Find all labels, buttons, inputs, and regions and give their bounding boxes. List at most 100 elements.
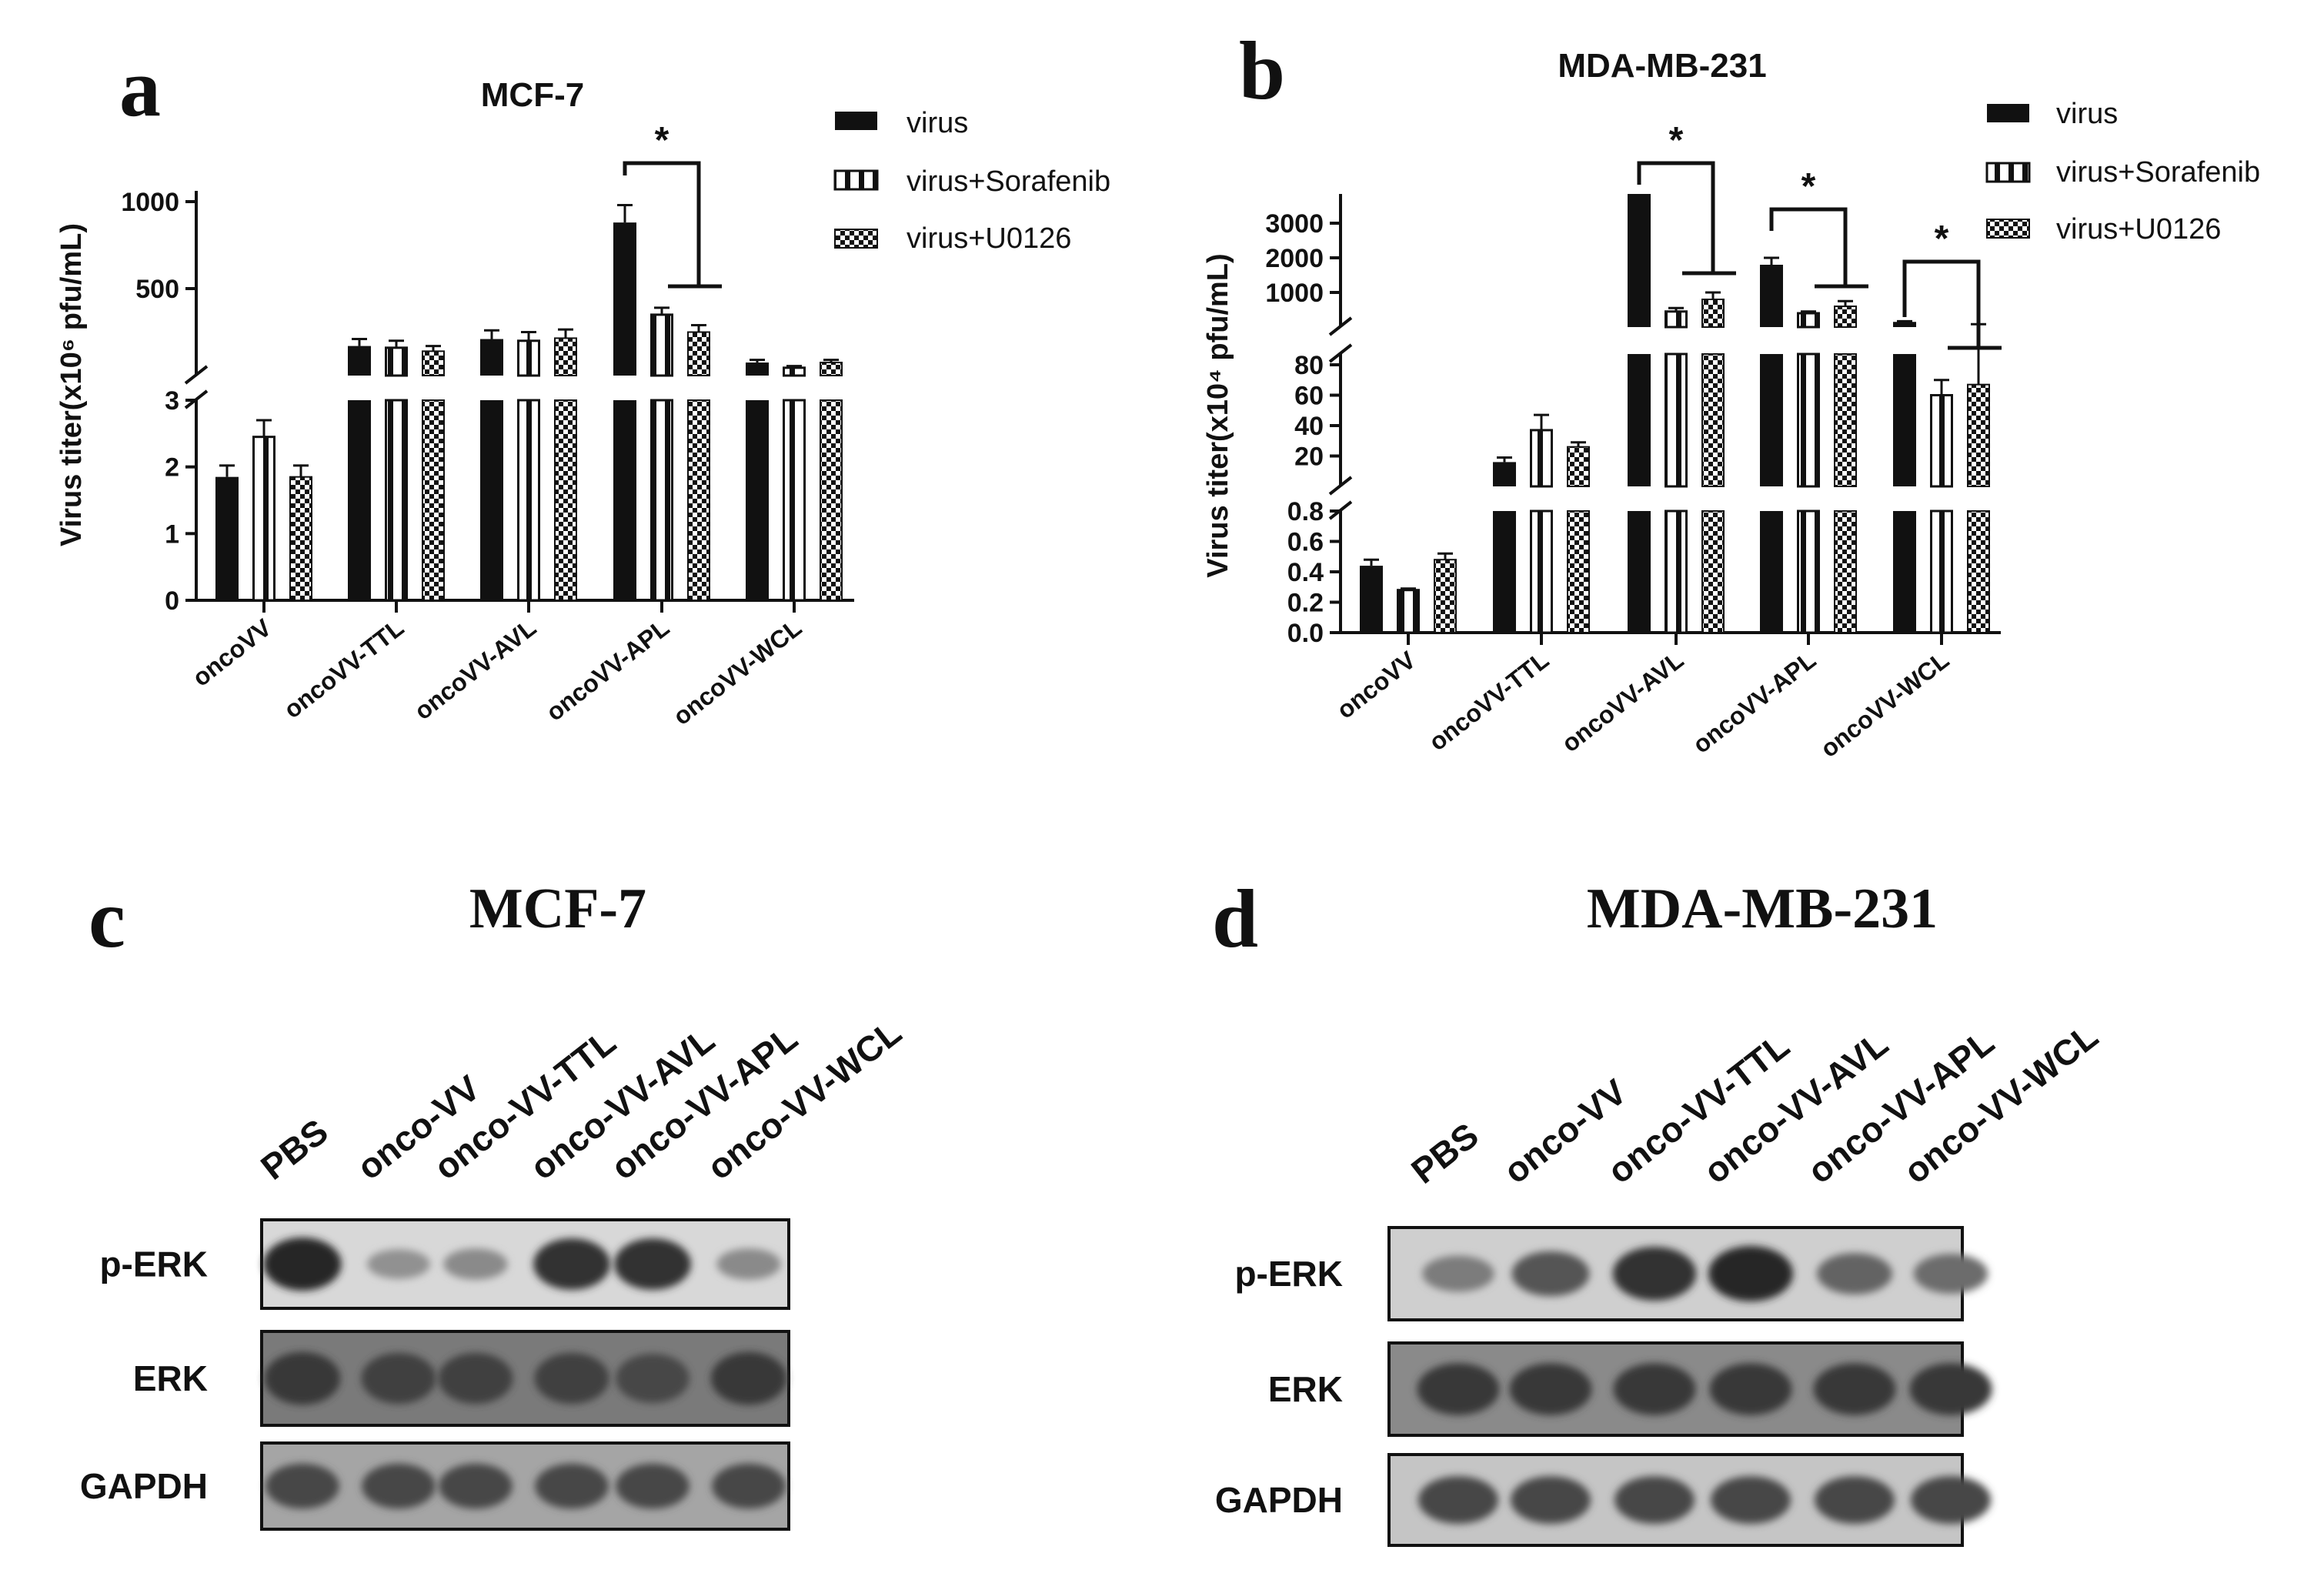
x-tick-label: oncoVV-APL [1688, 646, 1821, 759]
bar [480, 400, 503, 600]
bar [1930, 509, 1953, 634]
bar [1760, 265, 1783, 327]
legend-b-u0126: virus+U0126 [2056, 213, 2221, 246]
chart-a-title: MCF-7 [481, 76, 584, 114]
blot-band [438, 1352, 513, 1405]
bar [783, 366, 806, 377]
x-tick-label: oncoVV-TTL [1424, 646, 1554, 756]
bar [480, 339, 503, 376]
protein-label: p-ERK [1234, 1254, 1343, 1294]
legend-a: virus virus+Sorafenib virus+U0126 [833, 107, 1110, 255]
bar [422, 350, 445, 376]
significance-star: * [1935, 219, 1949, 259]
blot-band [1709, 1363, 1792, 1415]
significance-bracket [1902, 259, 1981, 348]
bar [1834, 510, 1857, 633]
blot-band [362, 1463, 436, 1509]
legend-a-swatch-virus [835, 112, 877, 130]
legend-b-virus: virus [2056, 98, 2118, 130]
bar [1701, 510, 1725, 633]
bar [1967, 510, 1990, 633]
bar [385, 346, 408, 377]
bar [1701, 299, 1725, 328]
blot-band [443, 1248, 508, 1280]
panel-label-d: d [1212, 874, 1258, 965]
blot-band [1511, 1251, 1590, 1297]
blot-band [535, 1463, 609, 1509]
bar [1434, 559, 1457, 634]
x-tick-label: oncoVV-WCL [1815, 646, 1954, 763]
y-tick-label: 60 [1294, 382, 1324, 411]
y-tick-label: 0.4 [1287, 558, 1324, 587]
bar [783, 399, 806, 602]
bar [1797, 509, 1820, 634]
bar [215, 476, 239, 600]
bar [1530, 509, 1553, 634]
blot-band [712, 1463, 786, 1509]
bar [348, 346, 371, 376]
bar [687, 331, 710, 376]
bar [1760, 354, 1783, 486]
blot-d: PBS onco-VVonco-VV-TTLonco-VV-AVLonco-VV-… [1215, 1016, 2105, 1547]
y-tick-label: 0.6 [1287, 528, 1324, 557]
blot-band [264, 1351, 341, 1405]
bar [1797, 352, 1820, 488]
y-tick-label: 1000 [121, 188, 179, 217]
y-tick-label: 80 [1294, 351, 1324, 380]
blot-band [263, 1238, 342, 1291]
blot-band [1711, 1476, 1791, 1524]
bar [746, 400, 769, 600]
bar [1797, 312, 1820, 329]
blot-band [1612, 1247, 1697, 1301]
bar [1834, 353, 1857, 487]
chart-b-title: MDA-MB-231 [1558, 47, 1766, 85]
bar [613, 400, 636, 600]
y-tick-label: 1 [165, 519, 179, 549]
bar [1493, 511, 1516, 633]
bar [1567, 510, 1590, 633]
blot-strip [260, 1441, 790, 1531]
bar [1893, 511, 1916, 633]
x-tick-label: oncoVV-AVL [409, 613, 542, 725]
x-tick-label: oncoVV-WCL [668, 613, 806, 730]
bar [348, 400, 371, 600]
lane-label: PBS [1404, 1115, 1486, 1191]
legend-b: virus virus+Sorafenib virus+U0126 [1985, 98, 2260, 246]
bar [613, 222, 636, 376]
blot-band [1422, 1255, 1494, 1292]
bar [554, 399, 577, 601]
blot-band [265, 1463, 339, 1509]
blot-band [616, 1463, 690, 1509]
bar [650, 399, 673, 602]
blot-band [1614, 1476, 1695, 1524]
significance-star: * [655, 120, 669, 161]
blot-band [616, 1354, 690, 1403]
protein-label: ERK [133, 1358, 208, 1398]
bar [1701, 353, 1725, 487]
panel-label-c: c [88, 874, 125, 965]
bar [517, 339, 540, 377]
blot-band [1909, 1363, 1992, 1415]
axis-break-mark [1328, 343, 1353, 363]
protein-label: GAPDH [1215, 1480, 1343, 1520]
bar [1360, 566, 1383, 633]
blot-band [1417, 1363, 1500, 1415]
y-tick-label: 0.0 [1287, 619, 1324, 648]
axis-break-mark [1328, 316, 1353, 336]
bar [1628, 511, 1651, 633]
y-tick-label: 40 [1294, 412, 1324, 441]
blot-strip [260, 1330, 790, 1427]
legend-b-swatch-virus [1987, 104, 2029, 122]
chart-b-ylabel: Virus titer(x10⁴ pfu/mL) [1202, 253, 1234, 577]
panel-label-b: b [1239, 25, 1285, 117]
bar [1834, 306, 1857, 328]
blot-band [1708, 1246, 1793, 1301]
bar [1628, 354, 1651, 486]
blot-band [439, 1463, 513, 1509]
protein-label: p-ERK [99, 1244, 208, 1284]
chart-a-ylabel: Virus titer(x10⁶ pfu/mL) [55, 223, 88, 546]
blot-band [533, 1238, 610, 1290]
